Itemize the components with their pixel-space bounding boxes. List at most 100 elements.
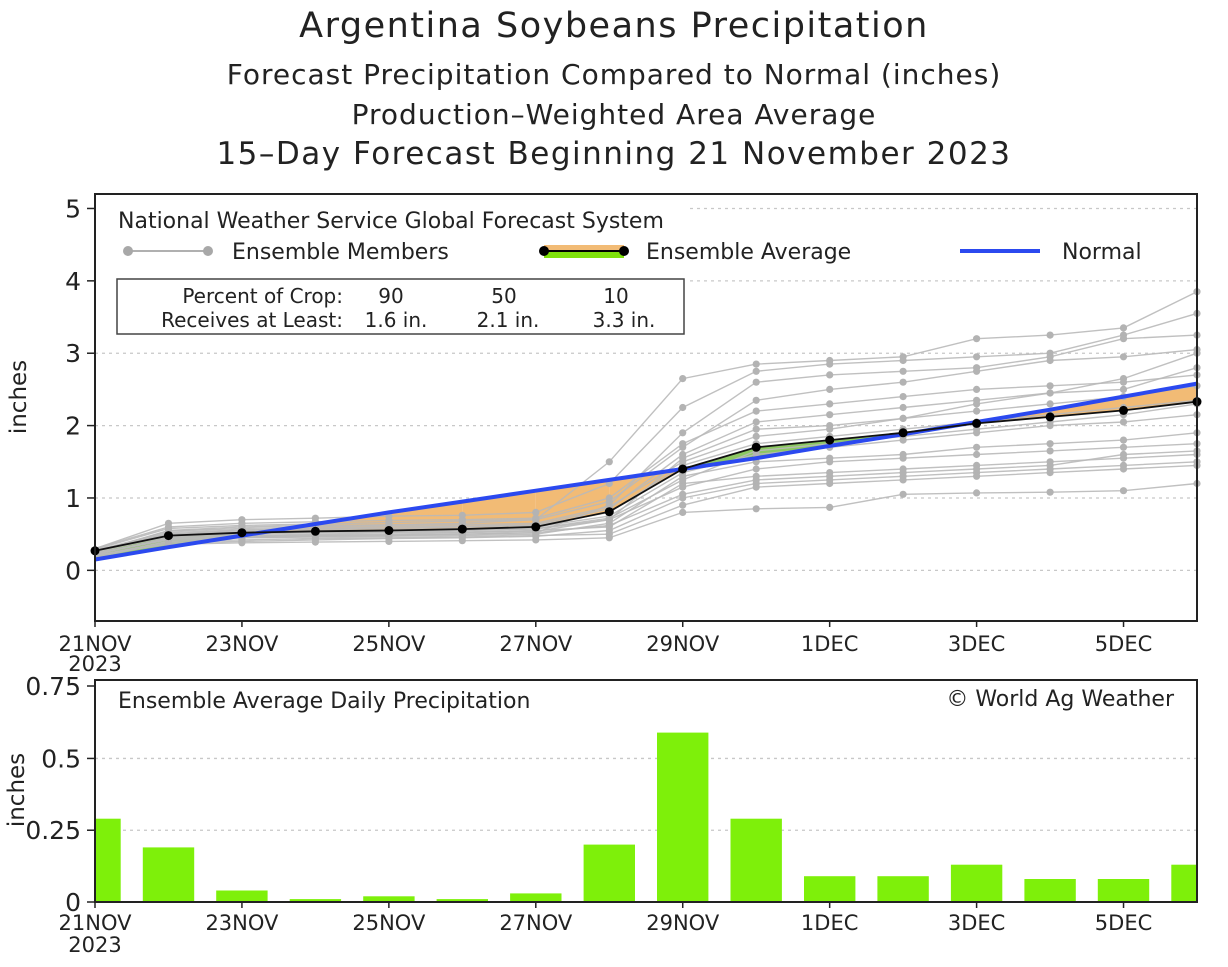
- legend-header: National Weather Service Global Forecast…: [118, 209, 664, 234]
- ensemble-member-point: [679, 450, 687, 459]
- ensemble-member-point: [679, 501, 687, 509]
- ensemble-member-point: [973, 450, 981, 459]
- ensemble-member-line-10: [94, 482, 1198, 556]
- ensemble-member-point: [679, 476, 687, 484]
- ensemble-member-point: [899, 414, 907, 422]
- ensemble-member-point: [899, 454, 907, 462]
- ensemble-member-point: [1046, 382, 1054, 390]
- daily-bar-4: [289, 899, 342, 902]
- ensemble-member-point: [752, 505, 760, 513]
- ensemble-average-point: [384, 526, 394, 535]
- daily-bar-16: [1171, 864, 1197, 902]
- ensemble-member-point: [899, 490, 907, 498]
- legend-average-swatch-bottom: [544, 251, 624, 258]
- bottom-x-tick-year: 2023: [68, 933, 121, 957]
- top-x-tick-label: 23NOV: [205, 632, 279, 656]
- daily-bar-15: [1097, 879, 1150, 902]
- ensemble-member-point: [752, 483, 760, 491]
- ensemble-member-point: [1046, 440, 1054, 448]
- top-x-tick-label: 27NOV: [499, 632, 573, 656]
- top-y-axis-label: inches: [6, 360, 32, 434]
- ensemble-member-point: [973, 489, 981, 497]
- ensemble-member-point: [899, 393, 907, 401]
- ensemble-member-point: [752, 367, 760, 375]
- ensemble-member-point: [973, 465, 981, 473]
- top-y-tick-label: 4: [65, 267, 81, 296]
- top-y-tick-label: 2: [65, 412, 81, 441]
- ensemble-member-line-17: [94, 352, 1198, 552]
- top-panel: 0 1 2 3 4 5 21NOV 23NOV 25NOV 27NOV 29NOV 1DEC 3DEC…: [6, 193, 1202, 676]
- bottom-x-tick-label: 29NOV: [646, 911, 720, 935]
- ensemble-member-point: [1119, 335, 1128, 343]
- daily-bar-13: [950, 864, 1003, 902]
- crop-percent-10: 10: [603, 284, 628, 308]
- ensemble-member-point: [973, 400, 981, 408]
- ensemble-member-point: [679, 458, 687, 466]
- bottom-plot-frame: [94, 679, 1198, 903]
- bottom-y-tick-label: 0: [65, 888, 81, 917]
- ensemble-member-point: [826, 472, 834, 480]
- ensemble-member-point: [1046, 356, 1054, 365]
- daily-bar-12: [877, 876, 929, 902]
- normal-line: [94, 381, 1198, 562]
- ensemble-member-point: [826, 360, 834, 368]
- chart-subtitle-1: Forecast Precipitation Compared to Norma…: [226, 58, 1002, 91]
- ensemble-member-point: [973, 407, 981, 415]
- chart-title: Argentina Soybeans Precipitation: [299, 6, 929, 46]
- ensemble-member-point: [1119, 385, 1128, 393]
- legend-members-label: Ensemble Members: [232, 240, 449, 265]
- crop-amount-50: 2.1 in.: [477, 308, 540, 332]
- daily-bar-10: [730, 818, 782, 902]
- bottom-x-tick-label: 21NOV: [59, 911, 133, 935]
- ensemble-member-point: [752, 432, 760, 440]
- ensemble-average-point: [1045, 412, 1055, 422]
- crop-percent-50: 50: [491, 284, 516, 308]
- crop-table-box: [116, 278, 685, 335]
- ensemble-member-point: [752, 407, 760, 415]
- ensemble-member-point: [899, 469, 907, 477]
- crop-row2-label: Receives at Least:: [161, 308, 343, 332]
- crop-percent-90: 90: [378, 284, 403, 308]
- ensemble-member-point: [826, 411, 834, 419]
- ensemble-average-line: [94, 400, 1198, 552]
- top-y-ticks: 0 1 2 3 4 5: [65, 194, 95, 585]
- chart-subtitle-2: Production–Weighted Area Average: [351, 98, 877, 131]
- ensemble-member-line-2: [94, 291, 1198, 553]
- ensemble-member-point: [679, 508, 687, 516]
- bottom-x-ticks: 21NOV 23NOV 25NOV 27NOV 29NOV 1DEC 3DEC 5DEC 202…: [59, 902, 1152, 957]
- ensemble-member-point: [826, 400, 834, 408]
- ensemble-average-point: [825, 435, 835, 445]
- ensemble-member-line-14: [94, 464, 1198, 557]
- legend-average-label: Ensemble Average: [646, 240, 851, 265]
- ensemble-member-point: [752, 418, 760, 426]
- legend-members-dot-right: [203, 246, 213, 256]
- ensemble-member-point: [605, 498, 613, 506]
- top-x-tick-year: 2023: [68, 652, 121, 676]
- ensemble-member-point: [826, 458, 834, 466]
- ensemble-member-point: [899, 356, 907, 365]
- ensemble-member-point: [752, 425, 760, 433]
- ensemble-member-point: [899, 367, 907, 375]
- ensemble-member-point: [973, 443, 981, 451]
- legend-average-swatch-top: [544, 245, 624, 251]
- legend-members-dot-left: [123, 246, 133, 256]
- daily-bar-1: [95, 818, 121, 902]
- ensemble-average-point: [164, 531, 173, 541]
- ensemble-member-point: [605, 530, 613, 538]
- ensemble-average-point: [678, 464, 688, 474]
- bottom-x-tick-label: 25NOV: [352, 911, 426, 935]
- ensemble-member-point: [1046, 447, 1054, 455]
- ensemble-member-point: [679, 429, 687, 437]
- crop-row1-label: Percent of Crop:: [182, 284, 343, 308]
- ensemble-member-point: [1119, 487, 1128, 495]
- daily-bar-6: [436, 899, 488, 902]
- bottom-x-tick-label: 27NOV: [499, 911, 573, 935]
- ensemble-member-point: [1046, 469, 1054, 477]
- daily-bar-7: [510, 893, 562, 902]
- ensemble-member-point: [679, 490, 687, 498]
- ensemble-member-line-3: [94, 312, 1198, 550]
- bottom-y-ticks: 0 0.25 0.5 0.75: [25, 672, 95, 917]
- bottom-y-tick-label: 0.25: [25, 816, 81, 845]
- daily-bar-14: [1024, 879, 1076, 902]
